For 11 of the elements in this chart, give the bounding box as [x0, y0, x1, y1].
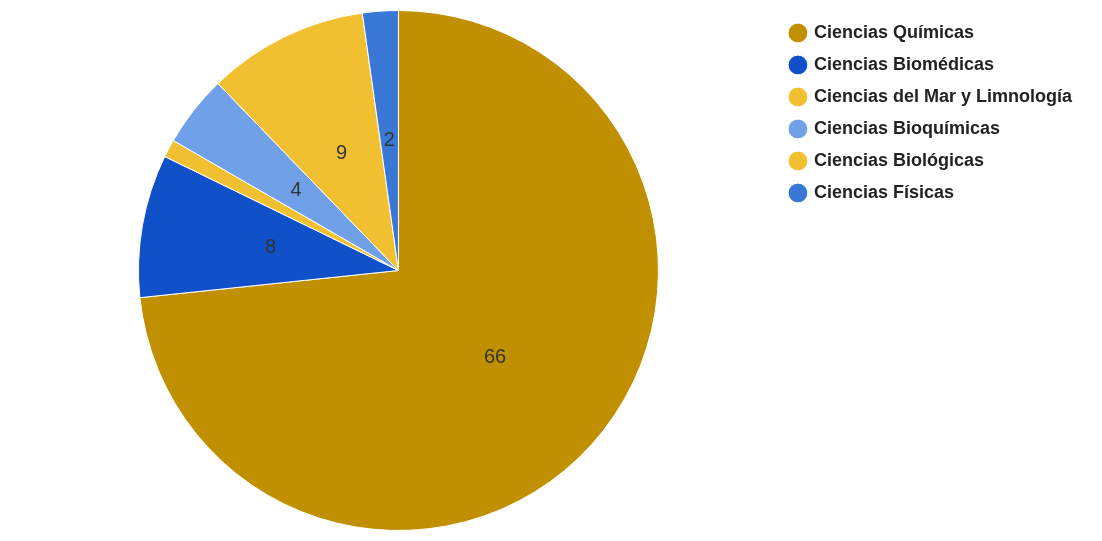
legend-label: Ciencias Físicas [813, 181, 955, 202]
data-label: 66 [483, 345, 507, 367]
legend-label: Ciencias Bioquímicas [813, 117, 1001, 138]
legend-label: Ciencias Biomédicas [813, 53, 995, 74]
data-label: 8 [264, 235, 277, 258]
legend-label: Ciencias del Mar y Limnología [813, 85, 1073, 106]
legend-label: Ciencias Químicas [813, 21, 975, 42]
data-label: 9 [335, 141, 348, 164]
data-label: 2 [383, 128, 395, 151]
data-label: 4 [290, 177, 302, 200]
legend-label: Ciencias Biológicas [813, 149, 984, 170]
